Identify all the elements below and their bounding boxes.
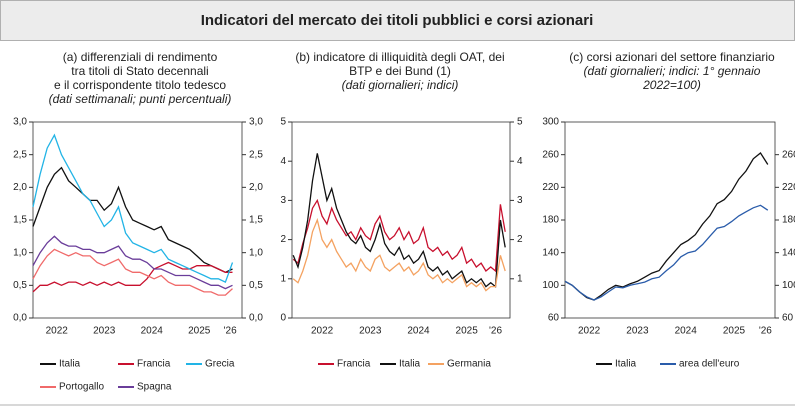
- series-line: [292, 198, 506, 273]
- y2-tick-label: 3: [517, 195, 523, 206]
- legend-label: Italia: [399, 359, 421, 370]
- y2-tick-label: 0,5: [249, 280, 263, 291]
- legend-label: Francia: [137, 359, 171, 370]
- y2-tick-label: 4: [517, 156, 523, 167]
- y-tick-label: 0,5: [13, 280, 27, 291]
- y2-tick-label: 140: [782, 247, 795, 258]
- x-tick-label: 2024: [141, 326, 164, 337]
- series-line: [32, 248, 233, 296]
- y-tick-label: 0,0: [13, 313, 27, 324]
- x-tick-label: 2025: [456, 326, 479, 337]
- y-tick-label: 100: [542, 280, 559, 291]
- y-tick-label: 2: [280, 234, 286, 245]
- panel-subtitle: (dati giornalieri; indici: 1° gennaio: [584, 64, 761, 78]
- series-line: [564, 204, 769, 301]
- series-line: [32, 235, 233, 290]
- panel-title: (c) corsi azionari del settore finanziar…: [569, 50, 775, 64]
- legend-label: area dell'euro: [679, 359, 740, 370]
- x-tick-label: 2025: [723, 326, 746, 337]
- y-tick-label: 1,0: [13, 247, 27, 258]
- y-tick-label: 1,5: [13, 215, 27, 226]
- legend-label: Francia: [337, 359, 371, 370]
- y2-tick-label: 2,0: [249, 182, 263, 193]
- series-line: [32, 261, 233, 293]
- y-tick-label: 3,0: [13, 117, 27, 128]
- series-line: [32, 133, 234, 283]
- y-tick-label: 220: [542, 182, 559, 193]
- y-tick-label: 60: [548, 313, 560, 324]
- plot-frame: [291, 121, 511, 319]
- y2-tick-label: 260: [782, 149, 795, 160]
- y2-tick-label: 1: [517, 273, 523, 284]
- x-tick-label: '26: [759, 326, 772, 337]
- panel-title: BTP e dei Bund (1): [349, 64, 451, 78]
- panel-title: (b) indicatore di illiquidità degli OAT,…: [295, 50, 504, 64]
- plot-frame: [32, 121, 243, 319]
- y-tick-label: 260: [542, 149, 559, 160]
- x-tick-label: 2023: [359, 326, 382, 337]
- x-tick-label: 2022: [311, 326, 334, 337]
- y-tick-label: 4: [280, 156, 286, 167]
- y-tick-label: 5: [280, 117, 286, 128]
- legend-label: Germania: [447, 359, 491, 370]
- x-tick-label: 2023: [93, 326, 116, 337]
- y2-tick-label: 2: [517, 234, 523, 245]
- series-line: [32, 166, 233, 274]
- y2-tick-label: 3,0: [249, 117, 263, 128]
- panel-title: e il corrispondente titolo tedesco: [54, 78, 226, 92]
- y2-tick-label: 0,0: [249, 313, 263, 324]
- y2-tick-label: 180: [782, 215, 795, 226]
- y-tick-label: 1: [280, 273, 286, 284]
- plot-frame: [564, 121, 776, 319]
- legend-label: Portogallo: [59, 382, 104, 393]
- y-tick-label: 2,0: [13, 182, 27, 193]
- y-tick-label: 3: [280, 195, 286, 206]
- y2-tick-label: 5: [517, 117, 523, 128]
- x-tick-label: 2025: [188, 326, 211, 337]
- y-tick-label: 0: [280, 313, 286, 324]
- panel-title: tra titoli di Stato decennali: [71, 64, 208, 78]
- series-line: [292, 217, 506, 292]
- panel-subtitle: (dati settimanali; punti percentuali): [49, 92, 232, 106]
- y2-tick-label: 1,0: [249, 247, 263, 258]
- title-band: [0, 0, 795, 41]
- x-tick-label: 2024: [407, 326, 430, 337]
- y-tick-label: 300: [542, 117, 559, 128]
- x-tick-label: '26: [224, 326, 237, 337]
- x-tick-label: 2022: [46, 326, 69, 337]
- x-tick-label: '26: [489, 326, 502, 337]
- y2-tick-label: 220: [782, 182, 795, 193]
- legend-label: Grecia: [205, 359, 235, 370]
- legend-label: Italia: [59, 359, 81, 370]
- y2-tick-label: 1,5: [249, 215, 263, 226]
- figure-title: Indicatori del mercato dei titoli pubbli…: [201, 12, 594, 29]
- y2-tick-label: 60: [782, 313, 794, 324]
- y-tick-label: 140: [542, 247, 559, 258]
- legend-label: Spagna: [137, 382, 172, 393]
- y2-tick-label: 2,5: [249, 149, 263, 160]
- panel-title: (a) differenziali di rendimento: [63, 50, 218, 64]
- x-tick-label: 2024: [675, 326, 698, 337]
- panel-subtitle: 2022=100): [642, 78, 701, 92]
- y-tick-label: 180: [542, 215, 559, 226]
- x-tick-label: 2023: [626, 326, 649, 337]
- series-line: [292, 153, 506, 288]
- panel-subtitle: (dati giornalieri; indici): [342, 78, 459, 92]
- series-line: [564, 152, 769, 301]
- legend-label: Italia: [615, 359, 637, 370]
- y2-tick-label: 100: [782, 280, 795, 291]
- x-tick-label: 2022: [578, 326, 601, 337]
- y-tick-label: 2,5: [13, 149, 27, 160]
